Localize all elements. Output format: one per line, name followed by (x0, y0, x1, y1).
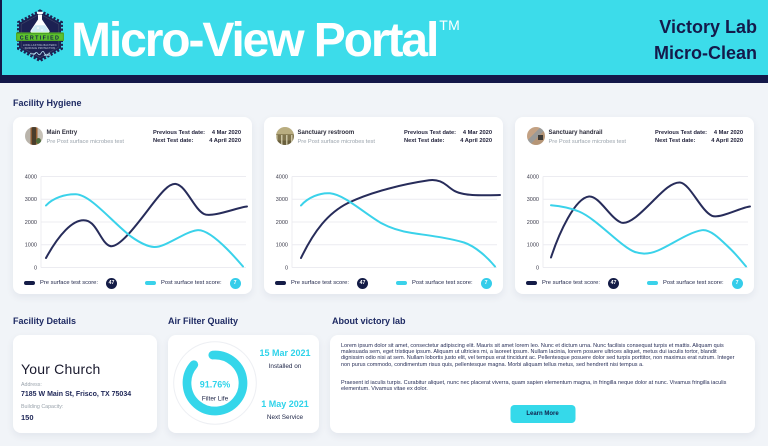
svg-text:1000: 1000 (527, 242, 539, 248)
svg-text:0: 0 (536, 265, 539, 271)
svg-text:3000: 3000 (25, 197, 37, 203)
svg-text:3000: 3000 (276, 197, 288, 203)
svg-text:3000: 3000 (527, 197, 539, 203)
svg-text:1000: 1000 (25, 242, 37, 248)
svg-text:LONG LASTING BACTERIC: LONG LASTING BACTERIC (23, 44, 57, 47)
svg-text:0: 0 (34, 265, 37, 271)
svg-text:2000: 2000 (527, 220, 539, 226)
svg-text:CERTIFIED: CERTIFIED (20, 35, 61, 41)
svg-text:2000: 2000 (25, 220, 37, 226)
svg-text:4000: 4000 (527, 174, 539, 180)
svg-text:4000: 4000 (25, 174, 37, 180)
svg-text:SURFACE PROTECTION: SURFACE PROTECTION (25, 47, 56, 50)
svg-text:4000: 4000 (276, 174, 288, 180)
svg-text:91.76%: 91.76% (200, 379, 231, 389)
svg-text:0: 0 (285, 265, 288, 271)
svg-text:1000: 1000 (276, 242, 288, 248)
svg-text:Filter Life: Filter Life (202, 395, 229, 402)
svg-text:2000: 2000 (276, 220, 288, 226)
